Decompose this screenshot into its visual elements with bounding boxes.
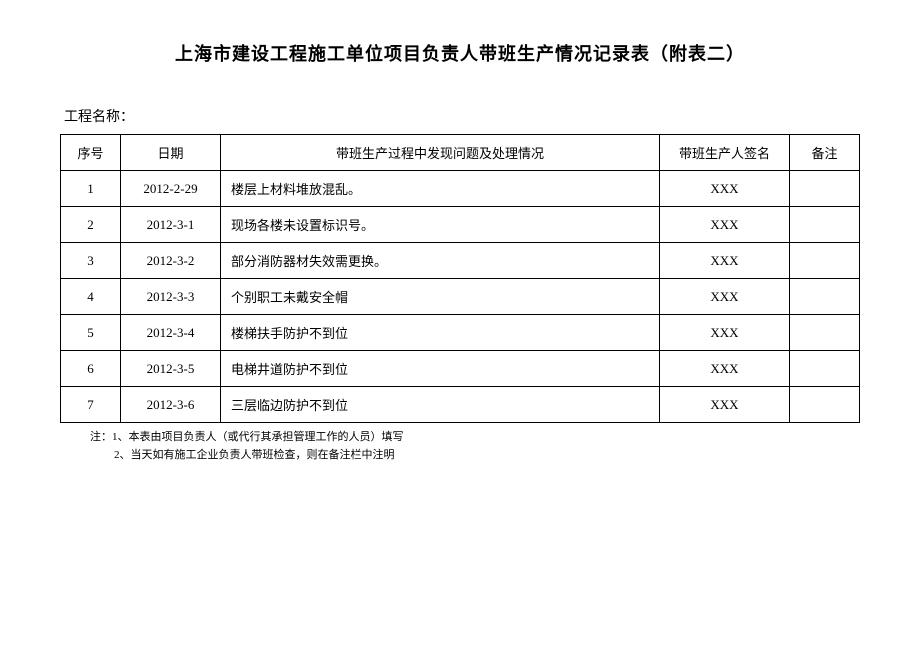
footnote-line-2: 2、当天如有施工企业负责人带班检查，则在备注栏中注明 bbox=[90, 447, 860, 465]
table-header-row: 序号 日期 带班生产过程中发现问题及处理情况 带班生产人签名 备注 bbox=[61, 135, 860, 171]
cell-sign: XXX bbox=[660, 279, 790, 315]
project-name-label: 工程名称： bbox=[60, 106, 860, 126]
cell-date: 2012-3-3 bbox=[121, 279, 221, 315]
cell-issue: 电梯井道防护不到位 bbox=[221, 351, 660, 387]
cell-seq: 1 bbox=[61, 171, 121, 207]
cell-date: 2012-3-4 bbox=[121, 315, 221, 351]
cell-seq: 3 bbox=[61, 243, 121, 279]
cell-note bbox=[790, 315, 860, 351]
cell-sign: XXX bbox=[660, 207, 790, 243]
table-row: 4 2012-3-3 个别职工未戴安全帽 XXX bbox=[61, 279, 860, 315]
cell-sign: XXX bbox=[660, 243, 790, 279]
cell-date: 2012-2-29 bbox=[121, 171, 221, 207]
cell-date: 2012-3-2 bbox=[121, 243, 221, 279]
cell-issue: 部分消防器材失效需更换。 bbox=[221, 243, 660, 279]
cell-note bbox=[790, 387, 860, 423]
cell-seq: 4 bbox=[61, 279, 121, 315]
cell-note bbox=[790, 279, 860, 315]
cell-issue: 现场各楼未设置标识号。 bbox=[221, 207, 660, 243]
col-header-date: 日期 bbox=[121, 135, 221, 171]
col-header-issue: 带班生产过程中发现问题及处理情况 bbox=[221, 135, 660, 171]
cell-issue: 三层临边防护不到位 bbox=[221, 387, 660, 423]
cell-date: 2012-3-5 bbox=[121, 351, 221, 387]
cell-date: 2012-3-6 bbox=[121, 387, 221, 423]
table-row: 1 2012-2-29 楼层上材料堆放混乱。 XXX bbox=[61, 171, 860, 207]
col-header-seq: 序号 bbox=[61, 135, 121, 171]
footnotes: 注：1、本表由项目负责人（或代行其承担管理工作的人员）填写 2、当天如有施工企业… bbox=[60, 429, 860, 464]
cell-seq: 6 bbox=[61, 351, 121, 387]
cell-issue: 楼层上材料堆放混乱。 bbox=[221, 171, 660, 207]
cell-note bbox=[790, 351, 860, 387]
col-header-note: 备注 bbox=[790, 135, 860, 171]
cell-issue: 个别职工未戴安全帽 bbox=[221, 279, 660, 315]
cell-issue: 楼梯扶手防护不到位 bbox=[221, 315, 660, 351]
table-row: 2 2012-3-1 现场各楼未设置标识号。 XXX bbox=[61, 207, 860, 243]
col-header-sign: 带班生产人签名 bbox=[660, 135, 790, 171]
footnote-line-1: 注：1、本表由项目负责人（或代行其承担管理工作的人员）填写 bbox=[90, 429, 860, 447]
cell-note bbox=[790, 207, 860, 243]
cell-sign: XXX bbox=[660, 315, 790, 351]
cell-seq: 2 bbox=[61, 207, 121, 243]
cell-sign: XXX bbox=[660, 351, 790, 387]
cell-sign: XXX bbox=[660, 171, 790, 207]
cell-sign: XXX bbox=[660, 387, 790, 423]
table-row: 7 2012-3-6 三层临边防护不到位 XXX bbox=[61, 387, 860, 423]
cell-seq: 7 bbox=[61, 387, 121, 423]
table-body: 1 2012-2-29 楼层上材料堆放混乱。 XXX 2 2012-3-1 现场… bbox=[61, 171, 860, 423]
cell-note bbox=[790, 243, 860, 279]
record-table: 序号 日期 带班生产过程中发现问题及处理情况 带班生产人签名 备注 1 2012… bbox=[60, 134, 860, 423]
table-row: 6 2012-3-5 电梯井道防护不到位 XXX bbox=[61, 351, 860, 387]
cell-date: 2012-3-1 bbox=[121, 207, 221, 243]
table-row: 5 2012-3-4 楼梯扶手防护不到位 XXX bbox=[61, 315, 860, 351]
page-title: 上海市建设工程施工单位项目负责人带班生产情况记录表（附表二） bbox=[60, 40, 860, 66]
cell-note bbox=[790, 171, 860, 207]
table-row: 3 2012-3-2 部分消防器材失效需更换。 XXX bbox=[61, 243, 860, 279]
cell-seq: 5 bbox=[61, 315, 121, 351]
